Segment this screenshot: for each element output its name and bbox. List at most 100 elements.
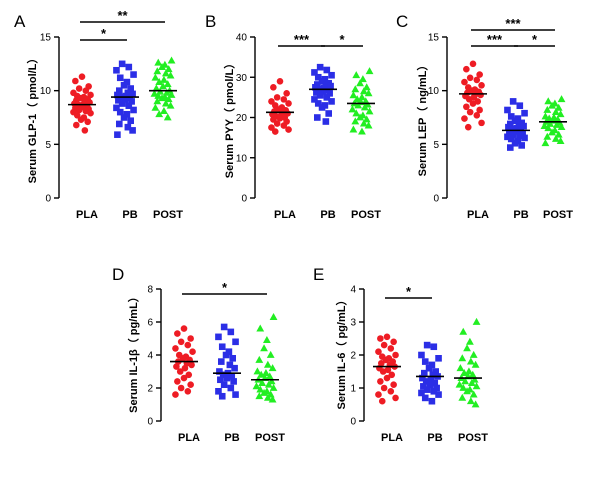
data-point	[473, 112, 481, 119]
data-point	[359, 119, 368, 127]
data-point	[554, 103, 563, 111]
data-point	[160, 75, 168, 83]
x-category-label: PB	[513, 209, 528, 221]
data-point	[420, 383, 427, 390]
data-point	[311, 96, 318, 103]
data-point	[356, 113, 364, 121]
data-point	[464, 123, 472, 131]
data-point	[114, 131, 121, 138]
data-point	[188, 361, 195, 369]
data-point	[318, 104, 326, 111]
x-category-label: POST	[543, 209, 573, 221]
data-point	[130, 106, 137, 114]
data-point	[540, 121, 549, 129]
data-point	[421, 369, 428, 377]
y-tick-label: 3	[350, 318, 356, 329]
data-point	[184, 388, 192, 395]
data-point	[285, 126, 292, 133]
data-point	[82, 87, 90, 94]
data-point	[458, 354, 467, 362]
data-point	[256, 385, 265, 393]
data-point	[180, 325, 188, 332]
data-point	[465, 367, 473, 375]
data-point	[351, 117, 360, 125]
y-tick-label: 8	[147, 285, 153, 296]
data-point	[255, 355, 264, 363]
data-point	[176, 368, 184, 375]
y-tick-label: 0	[147, 417, 153, 428]
data-point	[218, 358, 225, 365]
y-tick-label: 0	[241, 194, 247, 205]
data-point	[158, 62, 166, 70]
y-tick-label: 10	[236, 153, 248, 164]
y-tick-label: 4	[350, 285, 356, 296]
data-point	[128, 98, 135, 105]
data-point	[154, 58, 163, 66]
data-point	[280, 122, 288, 129]
data-point	[463, 387, 471, 395]
data-point	[419, 374, 426, 382]
data-point	[359, 87, 368, 95]
x-category-label: PB	[320, 209, 335, 221]
data-point	[226, 361, 234, 369]
data-point	[380, 384, 388, 392]
data-point	[323, 66, 331, 74]
data-point	[166, 101, 175, 109]
data-point	[365, 107, 374, 115]
data-point	[161, 99, 170, 107]
data-point	[173, 363, 180, 370]
data-point	[129, 90, 136, 98]
x-category-label: POST	[255, 432, 285, 444]
data-point	[252, 382, 261, 390]
data-point	[273, 94, 281, 101]
data-point	[223, 374, 231, 382]
data-point	[469, 350, 478, 358]
data-point	[163, 113, 172, 121]
y-tick-label: 20	[236, 113, 248, 124]
panel-letter-e: E	[313, 265, 324, 284]
data-point	[552, 120, 561, 128]
data-point	[328, 98, 335, 105]
data-point	[159, 82, 167, 90]
data-point	[219, 371, 227, 379]
y-tick-label: 10	[40, 86, 52, 97]
data-point	[167, 90, 176, 98]
y-tick-label: 10	[428, 86, 440, 97]
data-point	[163, 80, 172, 88]
data-point	[516, 102, 524, 109]
data-point	[476, 106, 483, 114]
significance-label: **	[117, 8, 128, 23]
data-point	[425, 364, 433, 372]
data-point	[521, 134, 528, 142]
data-point	[230, 378, 237, 385]
data-point	[548, 101, 556, 109]
panel-e: E 0 1 2 3 4 PLA PB POST * Serum IL-6（ pg/mL）	[313, 265, 488, 444]
y-tick-label: 0	[45, 194, 51, 205]
data-point	[541, 112, 550, 120]
data-point	[379, 368, 387, 375]
data-point	[520, 122, 527, 130]
data-point	[153, 97, 162, 105]
data-point	[430, 388, 438, 395]
data-point	[269, 383, 278, 391]
data-point	[75, 106, 83, 114]
data-point	[504, 106, 511, 114]
data-point	[418, 389, 425, 397]
x-category-label: PLA	[76, 209, 98, 221]
y-tick-label: 0	[433, 194, 439, 205]
data-point	[120, 82, 128, 89]
y-tick-label: 15	[428, 33, 440, 44]
y-tick-label: 40	[236, 33, 248, 44]
data-point	[387, 345, 395, 352]
data-point	[228, 373, 236, 380]
data-point	[318, 77, 326, 85]
data-point	[507, 144, 514, 151]
data-point	[124, 123, 132, 131]
data-point	[364, 121, 373, 129]
data-point	[521, 109, 528, 117]
panel-d: D 0 2 4 6 8 PLA PB POST * Serum IL-1β（ pg/mL）	[112, 265, 285, 444]
data-point	[263, 393, 272, 401]
